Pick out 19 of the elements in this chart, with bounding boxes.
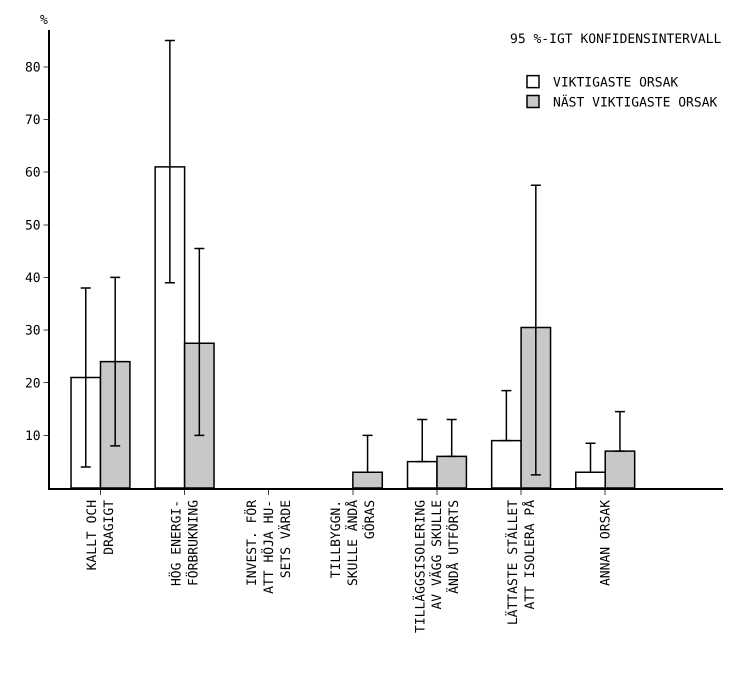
x-tick-label: INVEST. FÖR ATT HÖJA HU- SETS VÄRDE — [244, 500, 294, 594]
y-tick-label: 30 — [24, 324, 41, 339]
annotation: 95 %-IGT KONFIDENSINTERVALL — [510, 32, 722, 47]
y-tick-label: 70 — [24, 113, 41, 128]
y-axis-title: % — [40, 13, 48, 28]
y-tick-label: 80 — [24, 60, 41, 76]
y-tick-label: 60 — [24, 166, 41, 181]
x-tick-label: TILLBYGGN. SKULLE ÄNDÅ GÖRAS — [329, 500, 378, 586]
y-tick-label: 20 — [24, 376, 41, 392]
x-tick-label: KALLT OCH DRAGIGT — [85, 500, 118, 570]
x-tick-label: LÄTTASTE STÄLLET ATT ISOLERA PÅ — [504, 500, 538, 626]
legend-label: NÄST VIKTIGASTE ORSAK — [553, 94, 718, 111]
y-tick-label: 10 — [24, 428, 41, 444]
y-tick-label: 40 — [24, 270, 41, 286]
x-tick-label: TILLÄGGSISOLERING AV VÄGG SKULLE ÄNDÅ UTFÖRTS — [412, 500, 462, 634]
x-tick-label: ANNAN ORSAK — [598, 500, 614, 586]
x-tick-label: HÖG ENERGI- FÖRBRUKNING — [168, 500, 202, 586]
y-tick-label: 50 — [24, 218, 41, 234]
legend-label: VIKTIGASTE ORSAK — [553, 76, 678, 91]
